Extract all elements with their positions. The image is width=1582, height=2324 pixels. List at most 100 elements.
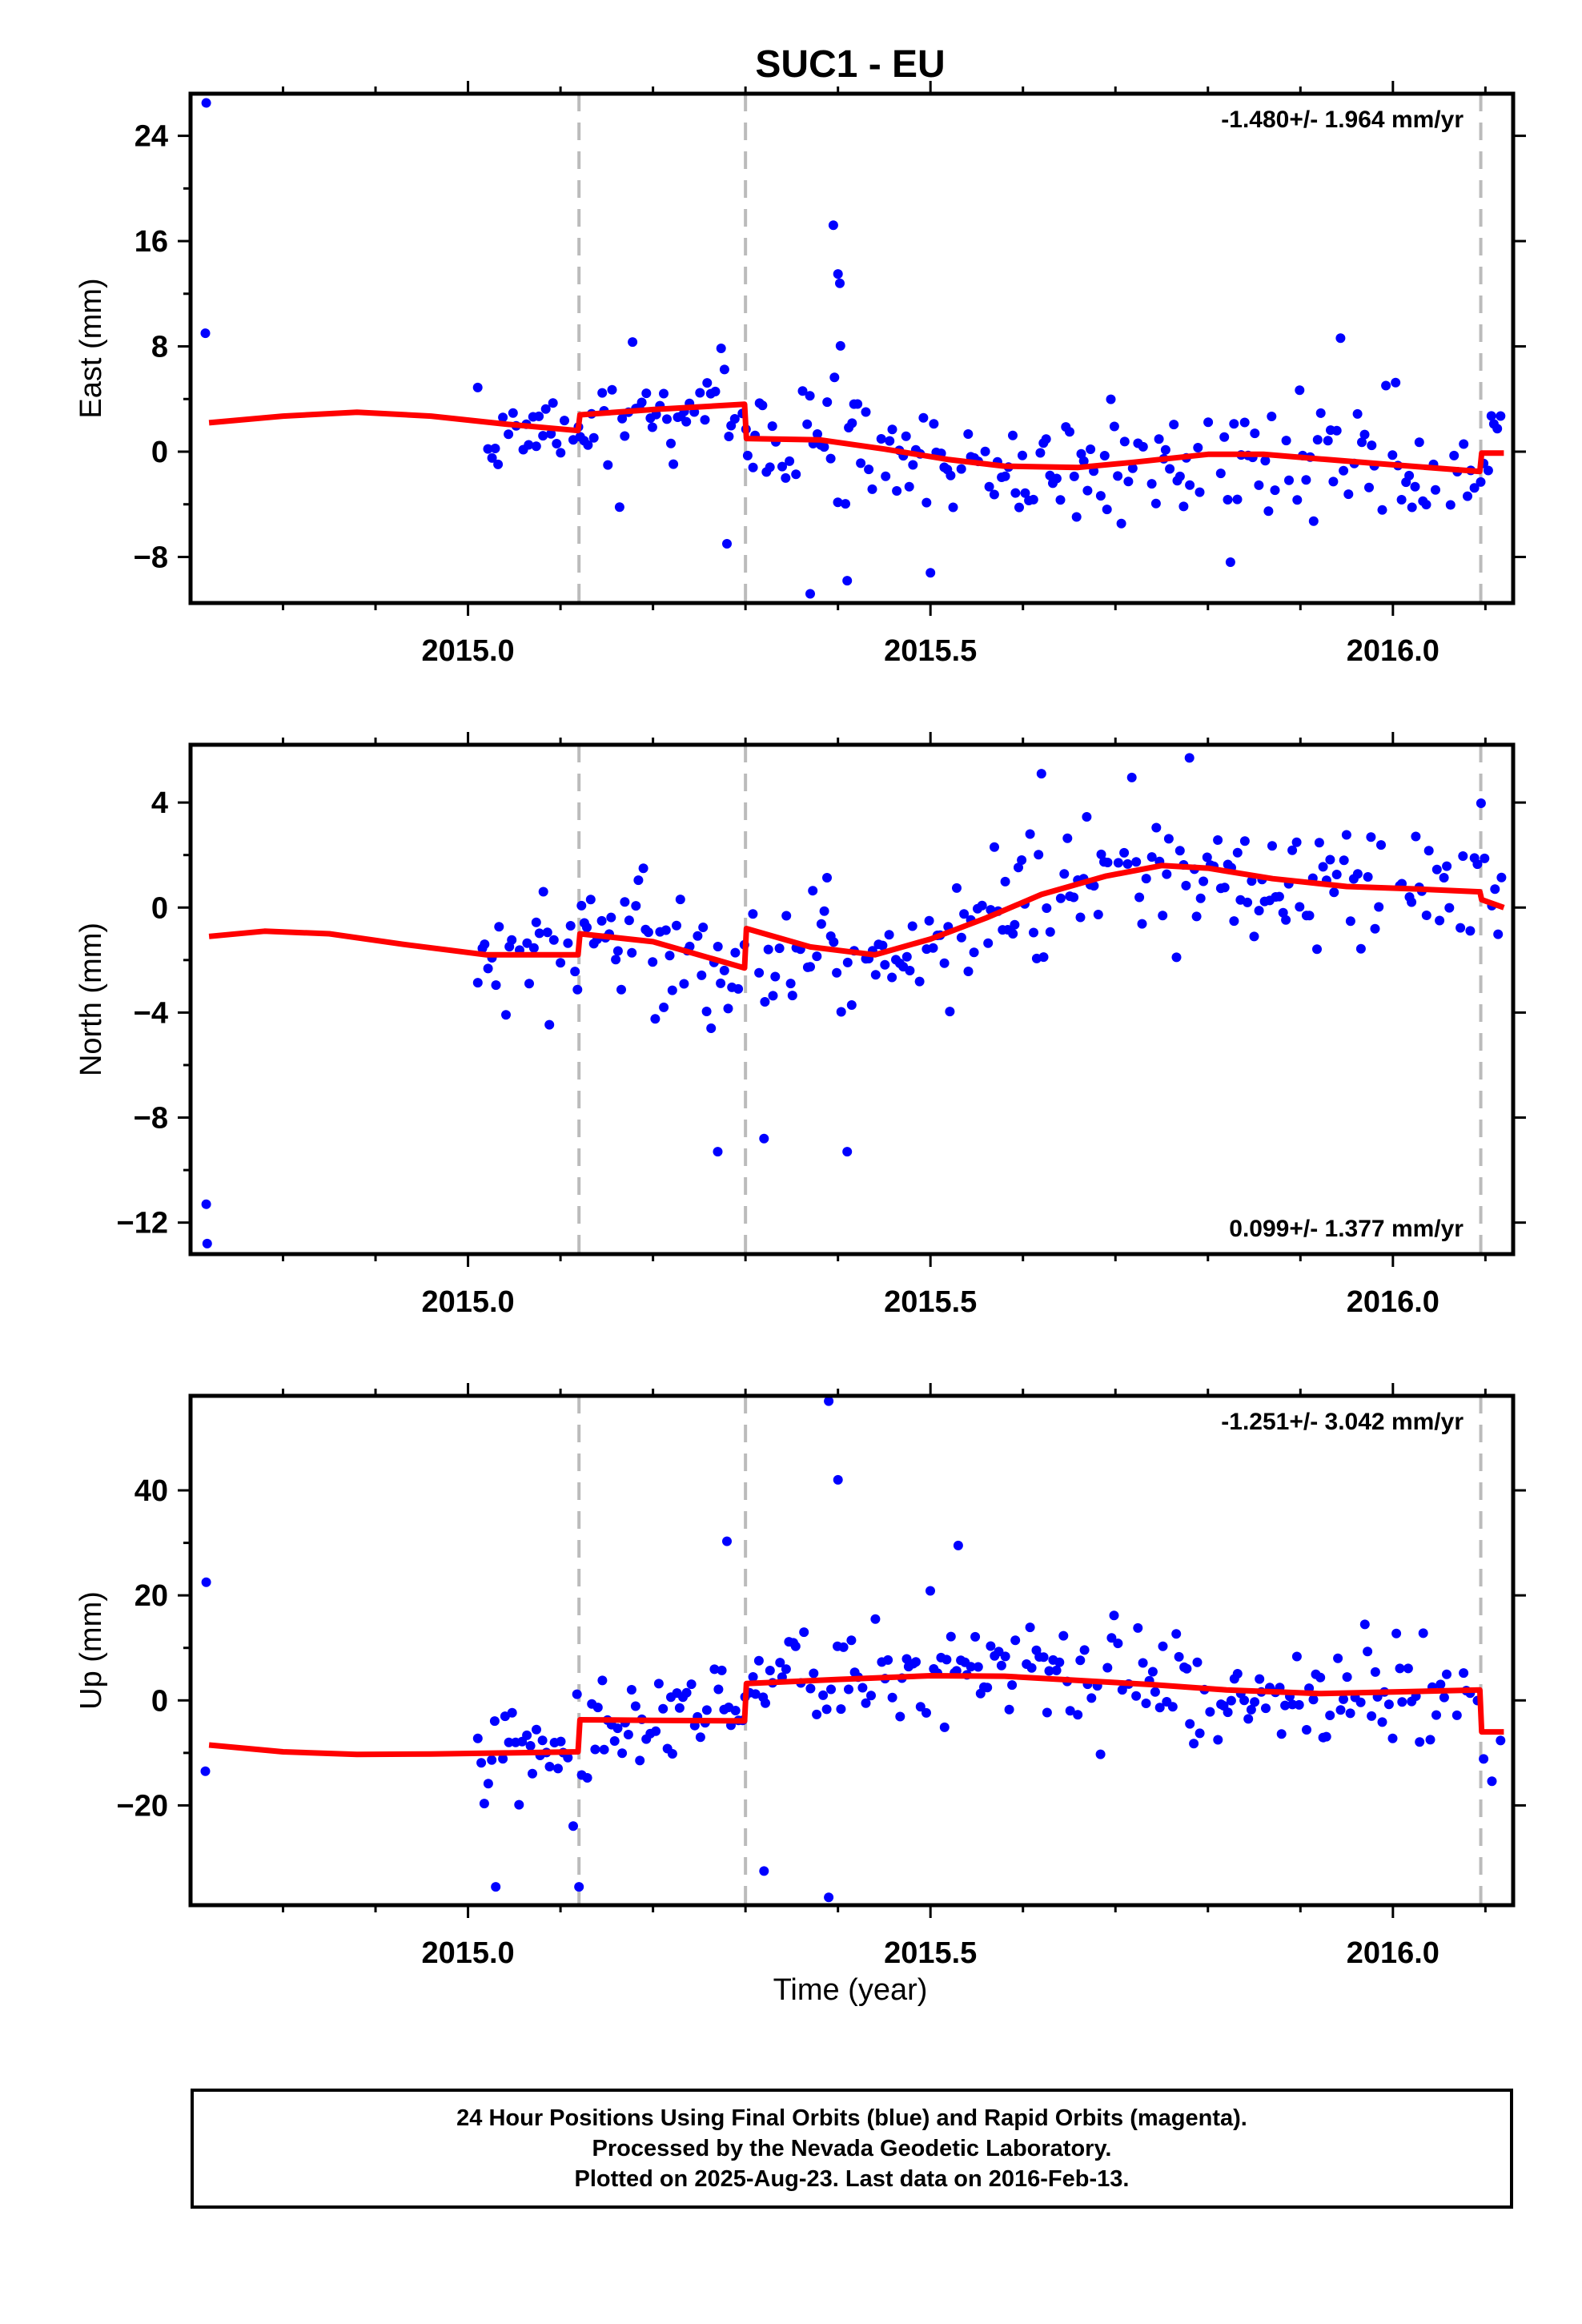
data-point [1274, 891, 1284, 902]
data-point [1203, 417, 1214, 428]
x-tick-label: 2015.5 [884, 1936, 977, 1970]
data-point [501, 1010, 511, 1020]
data-point [1431, 485, 1440, 495]
data-point [1223, 1707, 1233, 1718]
data-point [679, 979, 689, 989]
data-point [1276, 1729, 1287, 1739]
model-line [208, 1673, 1504, 1758]
data-point [525, 1741, 536, 1751]
data-point [576, 900, 587, 911]
data-point [781, 911, 792, 921]
data-point [857, 1683, 868, 1693]
x-tick-label: 2015.5 [884, 634, 977, 668]
data-point [498, 412, 508, 423]
data-point [659, 388, 669, 399]
data-point [761, 1698, 770, 1708]
y-tick-label: 24 [135, 120, 168, 154]
data-point [942, 1655, 952, 1665]
data-point [1017, 855, 1027, 865]
data-point [1008, 430, 1018, 440]
data-point [1339, 855, 1349, 866]
data-point [1355, 943, 1366, 954]
data-point [1492, 424, 1503, 434]
data-point [1131, 857, 1142, 867]
data-point [1442, 861, 1452, 871]
data-point [1054, 1657, 1065, 1667]
data-point [983, 938, 994, 948]
data-point [695, 1732, 705, 1743]
data-point [966, 1662, 976, 1672]
data-point [609, 1736, 620, 1746]
y-tick-label: 4 [151, 786, 168, 820]
data-point [867, 484, 877, 494]
data-point [1493, 929, 1504, 939]
data-point [1174, 1651, 1184, 1662]
data-point [774, 943, 785, 954]
data-point [1486, 411, 1496, 421]
data-point [1195, 487, 1205, 497]
data-point [1444, 903, 1455, 913]
data-point [641, 388, 652, 399]
data-point [713, 942, 723, 951]
y-tick-label: 40 [135, 1474, 168, 1508]
data-point [861, 407, 871, 417]
data-point [542, 927, 552, 938]
data-point [1014, 502, 1024, 513]
data-point [765, 1666, 775, 1675]
data-point [1243, 1714, 1254, 1724]
data-point [1184, 753, 1195, 763]
data-point [1246, 1704, 1256, 1715]
y-tick-label: 16 [135, 225, 168, 259]
data-point [653, 1679, 664, 1689]
data-point [1215, 468, 1226, 479]
data-point [620, 897, 630, 907]
data-point [1318, 862, 1328, 872]
data-point [1250, 428, 1260, 439]
data-point [1345, 1708, 1355, 1719]
data-point [1391, 377, 1401, 388]
data-point [1020, 488, 1030, 498]
data-point [1421, 911, 1431, 920]
data-point [1291, 1651, 1302, 1662]
data-point [1133, 1622, 1143, 1633]
data-point [626, 1685, 636, 1695]
data-point [1014, 862, 1023, 873]
data-point [508, 408, 518, 418]
data-point [1042, 903, 1052, 913]
data-point [701, 1007, 712, 1016]
data-point [565, 921, 576, 931]
data-point [636, 397, 647, 408]
data-point [785, 456, 795, 466]
data-point [826, 1684, 836, 1695]
data-point [701, 1705, 712, 1715]
data-point [980, 446, 990, 456]
data-point [1065, 427, 1074, 437]
data-point [730, 947, 741, 958]
data-point [1189, 1739, 1199, 1749]
data-point [1445, 500, 1456, 510]
data-point [1191, 911, 1202, 922]
data-point [528, 1768, 537, 1779]
data-point [537, 1735, 548, 1746]
north-panel: 4 0 −4 −8 −12 2015.0 2015.5 2016.0 North (mm) 0.0… [74, 732, 1526, 1319]
data-point [1249, 931, 1259, 942]
data-point [556, 448, 566, 458]
data-point [887, 424, 897, 435]
data-point [667, 985, 677, 995]
data-point [1367, 1711, 1377, 1721]
data-point [491, 980, 501, 991]
caption-box: 24 Hour Positions Using Final Orbits (bl… [191, 2089, 1513, 2209]
data-point [733, 983, 744, 994]
data-point [808, 886, 818, 896]
data-point [1439, 873, 1449, 883]
data-point [480, 939, 490, 950]
data-point [686, 1679, 697, 1690]
data-point [1403, 1663, 1413, 1674]
data-point [1281, 436, 1291, 446]
data-point [1082, 485, 1093, 496]
data-point [563, 1752, 573, 1763]
data-point [887, 972, 897, 983]
data-point [659, 1002, 669, 1012]
data-point [603, 460, 613, 470]
data-point [986, 1641, 996, 1651]
